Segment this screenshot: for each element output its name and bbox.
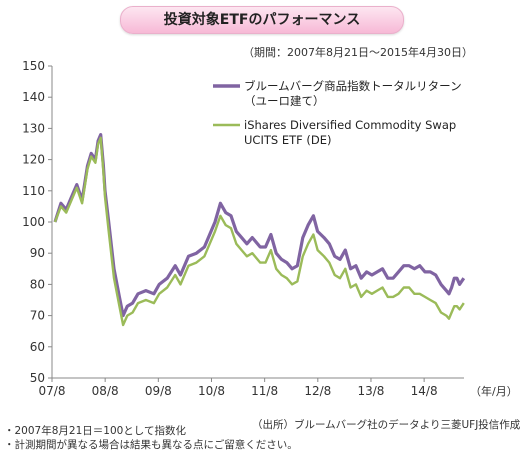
- y-tick-label: 90: [30, 246, 45, 260]
- chart-legend: ブルームバーグ商品指数トータルリターン（ユーロ建て） iShares Divers…: [213, 79, 462, 147]
- chart-title: 投資対象ETFのパフォーマンス: [120, 6, 404, 34]
- footnote-2: ・計測期間が異なる場合は結果も異なる点にご留意ください。: [4, 439, 298, 451]
- y-tick-label: 140: [22, 90, 45, 104]
- y-tick-label: 150: [22, 59, 45, 73]
- y-tick-label: 60: [30, 340, 45, 354]
- x-tick-label: 08/8: [92, 384, 119, 398]
- legend-label-1a: ブルームバーグ商品指数トータルリターン: [244, 79, 462, 93]
- y-tick-label: 50: [30, 371, 45, 385]
- y-tick-label: 110: [22, 184, 45, 198]
- chart-lines: [53, 133, 466, 327]
- legend-label-2a: iShares Diversified Commodity Swap: [244, 118, 456, 132]
- period-label: （期間：2007年8月21日～2015年4月30日）: [243, 46, 473, 59]
- x-tick-label: 12/8: [304, 384, 331, 398]
- y-tick-label: 100: [22, 215, 45, 229]
- y-tick-label: 70: [30, 309, 45, 323]
- y-tick-label: 130: [22, 121, 45, 135]
- x-tick-label: 13/8: [357, 384, 384, 398]
- source-note: （出所）ブルームバーグ社のデータより三菱UFJ投信作成: [252, 419, 521, 431]
- x-tick-label: 11/8: [251, 384, 278, 398]
- x-tick-label: 10/8: [198, 384, 225, 398]
- chart-axes: 50 60 70 80 90 100 110 120 130 140 150 07/8 08/8 09/8…: [22, 59, 518, 398]
- x-axis-label: （年/月）: [470, 384, 518, 398]
- x-tick-label: 07/8: [39, 384, 66, 398]
- series-line-2: [53, 136, 465, 327]
- x-tick-label: 09/8: [145, 384, 172, 398]
- footnote-1: ・2007年8月21日＝100として指数化: [4, 425, 186, 437]
- legend-label-2b: UCITS ETF (DE): [244, 133, 331, 147]
- y-tick-label: 80: [30, 277, 45, 291]
- legend-label-1b: （ユーロ建て）: [244, 94, 325, 108]
- x-tick-label: 14/8: [411, 384, 438, 398]
- y-tick-label: 120: [22, 153, 45, 167]
